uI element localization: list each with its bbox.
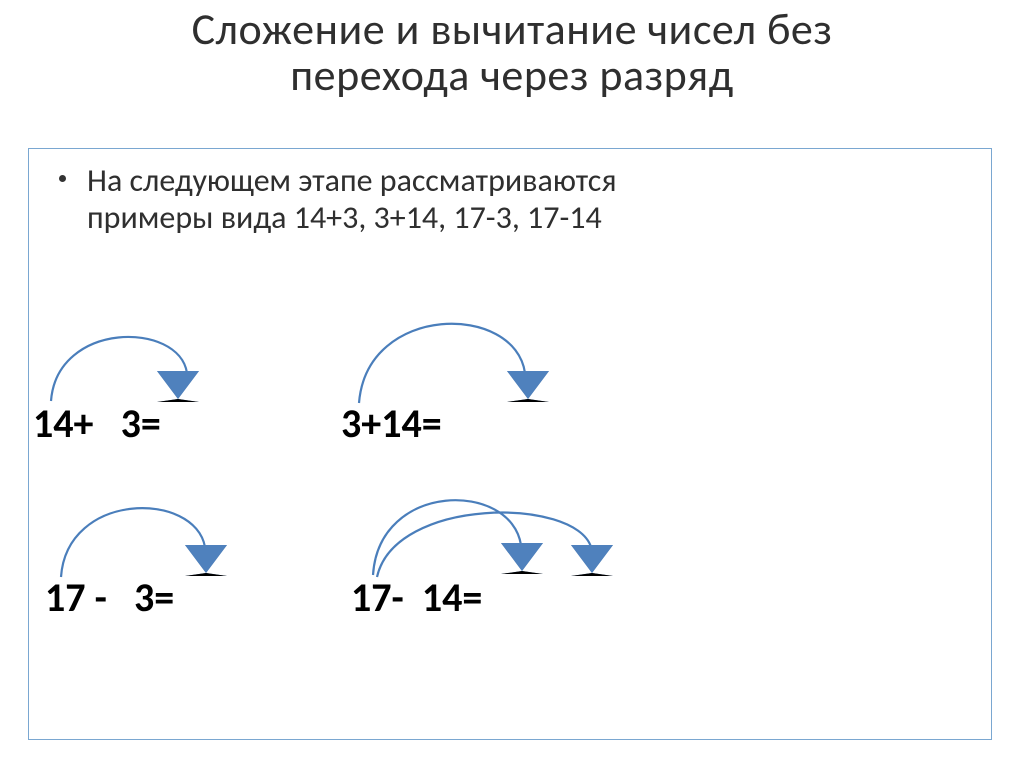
arrowhead-4 xyxy=(501,543,543,574)
arrowhead-1 xyxy=(157,371,199,402)
arc-path-4 xyxy=(373,500,521,575)
arrowhead-2 xyxy=(507,371,549,402)
title-line-2: перехода через разряд xyxy=(0,52,1024,98)
slide-title: Сложение и вычитание чисел без перехода … xyxy=(0,6,1024,98)
expression-2: 3+14= xyxy=(341,399,442,448)
bullet-text: На следующем этапе рассматриваются приме… xyxy=(87,163,971,237)
bullet-paragraph: На следующем этапе рассматриваются приме… xyxy=(61,163,971,237)
slide: Сложение и вычитание чисел без перехода … xyxy=(0,0,1024,767)
expression-4: 17- 14= xyxy=(351,573,482,622)
expression-1: 14+ 3= xyxy=(33,399,161,448)
arc-path-3 xyxy=(61,508,205,577)
arrowhead-3 xyxy=(185,545,227,576)
bullet-dot-icon xyxy=(59,175,66,182)
bullet-line-2: примеры вида 14+3, 3+14, 17-3, 17-14 xyxy=(87,198,602,237)
title-line-1: Сложение и вычитание чисел без xyxy=(0,6,1024,52)
arc-path-5 xyxy=(377,513,591,577)
arrowhead-5 xyxy=(571,545,613,576)
content-box: На следующем этапе рассматриваются приме… xyxy=(28,148,992,740)
arc-path-2 xyxy=(359,324,525,403)
expression-3: 17 - 3= xyxy=(45,573,174,622)
bullet-line-1: На следующем этапе рассматриваются xyxy=(87,161,616,200)
